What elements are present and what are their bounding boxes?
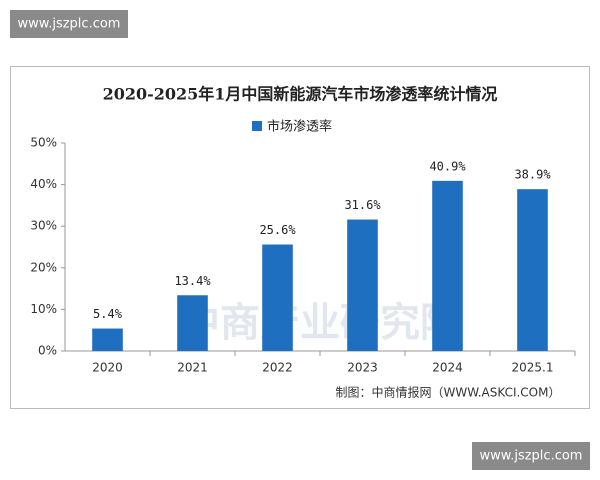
background-watermark: 中商产业研究院 [180,300,460,346]
x-tick-label: 2020 [92,361,123,375]
x-tick-label: 2023 [347,361,378,375]
y-tick-label: 30% [30,219,57,233]
x-tick-label: 2022 [262,361,293,375]
bar [517,189,548,351]
watermark: www.jszplc.com [18,17,121,32]
data-label: 31.6% [344,198,381,212]
y-tick-label: 50% [30,136,57,150]
watermark-box [10,10,128,38]
y-tick-label: 20% [30,260,57,274]
source-note: 制图：中商情报网（WWW.ASKCI.COM） [336,385,561,400]
x-tick-label: 2025.1 [512,361,554,375]
watermark: www.jszplc.com [480,449,583,464]
bar [262,244,293,351]
chart-title: 2020-2025年1月中国新能源汽车市场渗透率统计情况 [103,85,498,104]
y-tick-label: 10% [30,302,57,316]
bar [177,295,208,351]
data-label: 38.9% [514,168,551,182]
watermark-box [472,442,590,470]
x-tick-label: 2024 [432,361,463,375]
data-label: 13.4% [174,274,211,288]
data-label: 40.9% [429,159,466,173]
legend-label: 市场渗透率 [267,119,332,135]
y-tick-label: 0% [38,344,57,358]
legend-swatch [252,121,262,131]
bar [432,180,463,351]
x-tick-label: 2021 [177,361,208,375]
bar [347,219,378,351]
chart-frame [10,66,590,409]
bar [92,328,123,351]
data-label: 25.6% [259,223,296,237]
data-label: 5.4% [93,307,123,321]
y-tick-label: 40% [30,177,57,191]
